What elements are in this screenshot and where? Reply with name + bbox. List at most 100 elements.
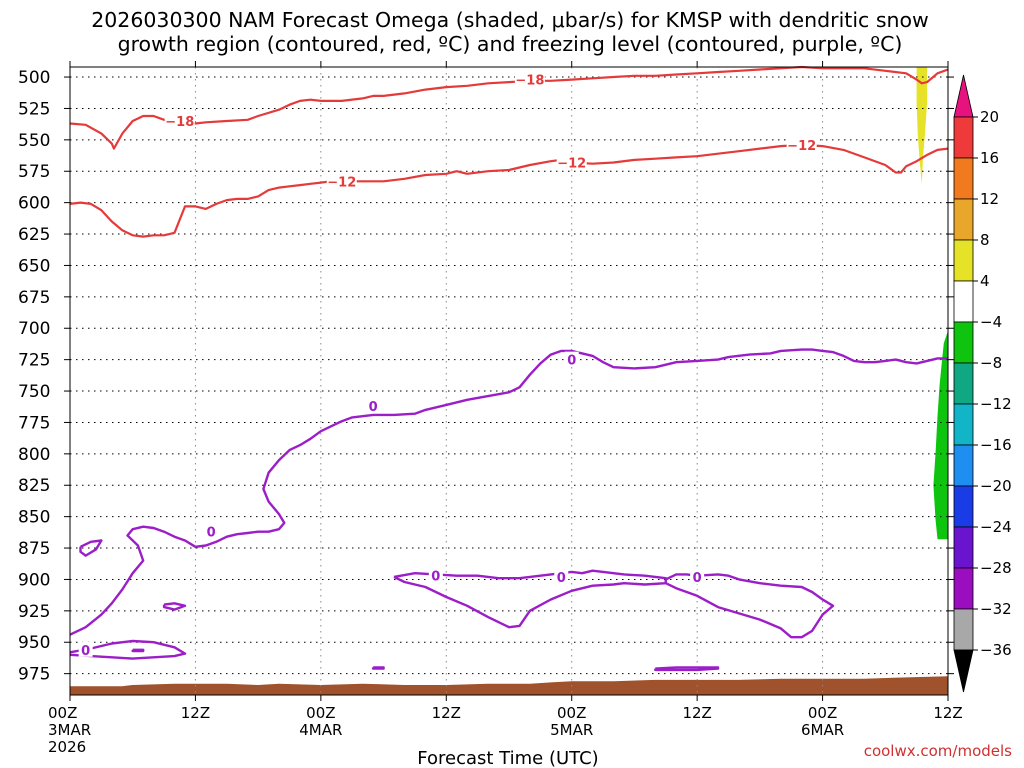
colorbar-bin-9 xyxy=(953,444,974,487)
colorbar: 20 16 12 8 4 −4 −8 −12 −16 −20 −24 −28 −32 −36 xyxy=(953,74,1012,693)
contour-label: 0 xyxy=(557,571,566,586)
colorbar-bin-7 xyxy=(953,362,974,405)
colorbar-label: 20 xyxy=(980,108,999,126)
colorbar-label: −20 xyxy=(980,477,1012,495)
x-tick-label: 6MAR xyxy=(801,721,844,739)
y-tick-label: 550 xyxy=(18,131,50,151)
contour-label: −12 xyxy=(327,175,356,190)
y-tick-label: 500 xyxy=(18,68,50,88)
colorbar-bin-0 xyxy=(953,74,974,118)
omega-shade-region-1 xyxy=(933,330,948,540)
terrain-fill xyxy=(70,676,948,695)
contour-label-bg xyxy=(366,398,381,414)
x-tick-label: 12Z xyxy=(181,704,210,722)
chart-title-line2: growth region (contoured, red, ºC) and f… xyxy=(118,32,903,56)
contour-label-bg xyxy=(690,568,705,584)
y-tick-label: 825 xyxy=(18,476,50,496)
colorbar-label: 4 xyxy=(980,272,990,290)
contour-label: 0 xyxy=(567,354,576,369)
y-tick-label: 675 xyxy=(18,288,50,308)
contour-label: 0 xyxy=(369,400,378,415)
contour-label-bg xyxy=(204,523,219,539)
red-contour-1-0 xyxy=(69,143,949,238)
x-tick-label: 12Z xyxy=(933,704,962,722)
colorbar-bin-6 xyxy=(953,321,974,364)
colorbar-bin-14 xyxy=(953,649,974,693)
y-tick-label: 775 xyxy=(18,413,50,433)
contour-label-bg xyxy=(164,113,195,129)
colorbar-label: −24 xyxy=(980,518,1012,536)
colorbar-label: −36 xyxy=(980,641,1012,659)
contour-label-bg xyxy=(556,154,587,170)
purple-contour-0-3 xyxy=(69,639,187,660)
x-tick-label: 3MAR xyxy=(48,721,91,739)
y-tick-label: 875 xyxy=(18,539,50,559)
y-tick-label: 625 xyxy=(18,225,50,245)
colorbar-label: 8 xyxy=(980,231,990,249)
terrain-area xyxy=(70,676,948,695)
colorbar-bin-5 xyxy=(953,280,974,323)
plot-frame xyxy=(69,66,949,696)
contour-label: 0 xyxy=(693,571,702,586)
omega-shading xyxy=(916,67,948,540)
contour-label: −18 xyxy=(515,74,544,89)
contour-labels: −18 −18 −12 −12 −12 0 0 0 0 0 0 0 xyxy=(78,71,817,659)
contour-label: 0 xyxy=(431,570,440,585)
chart-title-line1: 2026030300 NAM Forecast Omega (shaded, μ… xyxy=(91,8,929,32)
y-tick-label: 925 xyxy=(18,602,50,622)
x-tick-label: 2026 xyxy=(48,738,86,756)
colorbar-bin-3 xyxy=(953,198,974,241)
x-tick-label: 5MAR xyxy=(550,721,593,739)
contour-label: 0 xyxy=(81,644,90,659)
x-tick-label: 00Z xyxy=(557,704,586,722)
freezing-level-contours xyxy=(69,348,948,672)
purple-contour-0-2 xyxy=(162,602,187,611)
y-tick-label: 700 xyxy=(18,319,50,339)
y-tick-label: 900 xyxy=(18,570,50,590)
colorbar-bin-1 xyxy=(953,116,974,159)
purple-contour-0-1 xyxy=(79,539,103,557)
purple-contour-0-8 xyxy=(654,666,720,672)
contour-label-bg xyxy=(554,568,569,584)
y-axis-ticks: 500 525 550 575 600 625 650 675 700 725 750 775 800 8… xyxy=(18,68,954,685)
y-tick-label: 525 xyxy=(18,99,50,119)
x-axis-title: Forecast Time (UTC) xyxy=(417,748,598,768)
y-tick-label: 750 xyxy=(18,382,50,402)
colorbar-bin-4 xyxy=(953,239,974,282)
contour-label: 0 xyxy=(207,526,216,541)
colorbar-label: 16 xyxy=(980,149,999,167)
colorbar-label: −4 xyxy=(980,313,1002,331)
colorbar-bin-10 xyxy=(953,485,974,528)
x-tick-label: 00Z xyxy=(48,704,77,722)
purple-contour-0-4 xyxy=(131,648,145,653)
x-tick-label: 00Z xyxy=(808,704,837,722)
y-tick-label: 575 xyxy=(18,162,50,182)
colorbar-bin-11 xyxy=(953,526,974,569)
grid-lines xyxy=(70,67,948,695)
colorbar-bin-12 xyxy=(953,567,974,610)
contour-label-bg xyxy=(514,71,545,87)
contour-label: −12 xyxy=(557,156,586,171)
y-tick-label: 600 xyxy=(18,194,50,214)
y-tick-label: 975 xyxy=(18,665,50,685)
y-tick-label: 650 xyxy=(18,256,50,276)
contour-label-bg xyxy=(564,351,579,367)
colorbar-label: −32 xyxy=(980,600,1012,618)
contour-label-bg xyxy=(326,173,357,189)
colorbar-label: −16 xyxy=(980,436,1012,454)
contour-label-bg xyxy=(78,641,93,657)
credit-text: coolwx.com/models xyxy=(864,742,1012,760)
colorbar-label: −28 xyxy=(980,559,1012,577)
x-tick-label: 4MAR xyxy=(299,721,342,739)
x-tick-label: 00Z xyxy=(306,704,335,722)
colorbar-bin-8 xyxy=(953,403,974,446)
x-tick-label: 12Z xyxy=(682,704,711,722)
contour-label-bg xyxy=(786,136,817,152)
contour-label: −18 xyxy=(165,115,194,130)
colorbar-label: −8 xyxy=(980,354,1002,372)
x-tick-label: 12Z xyxy=(432,704,461,722)
y-tick-label: 725 xyxy=(18,351,50,371)
purple-contour-0-7 xyxy=(371,666,385,670)
